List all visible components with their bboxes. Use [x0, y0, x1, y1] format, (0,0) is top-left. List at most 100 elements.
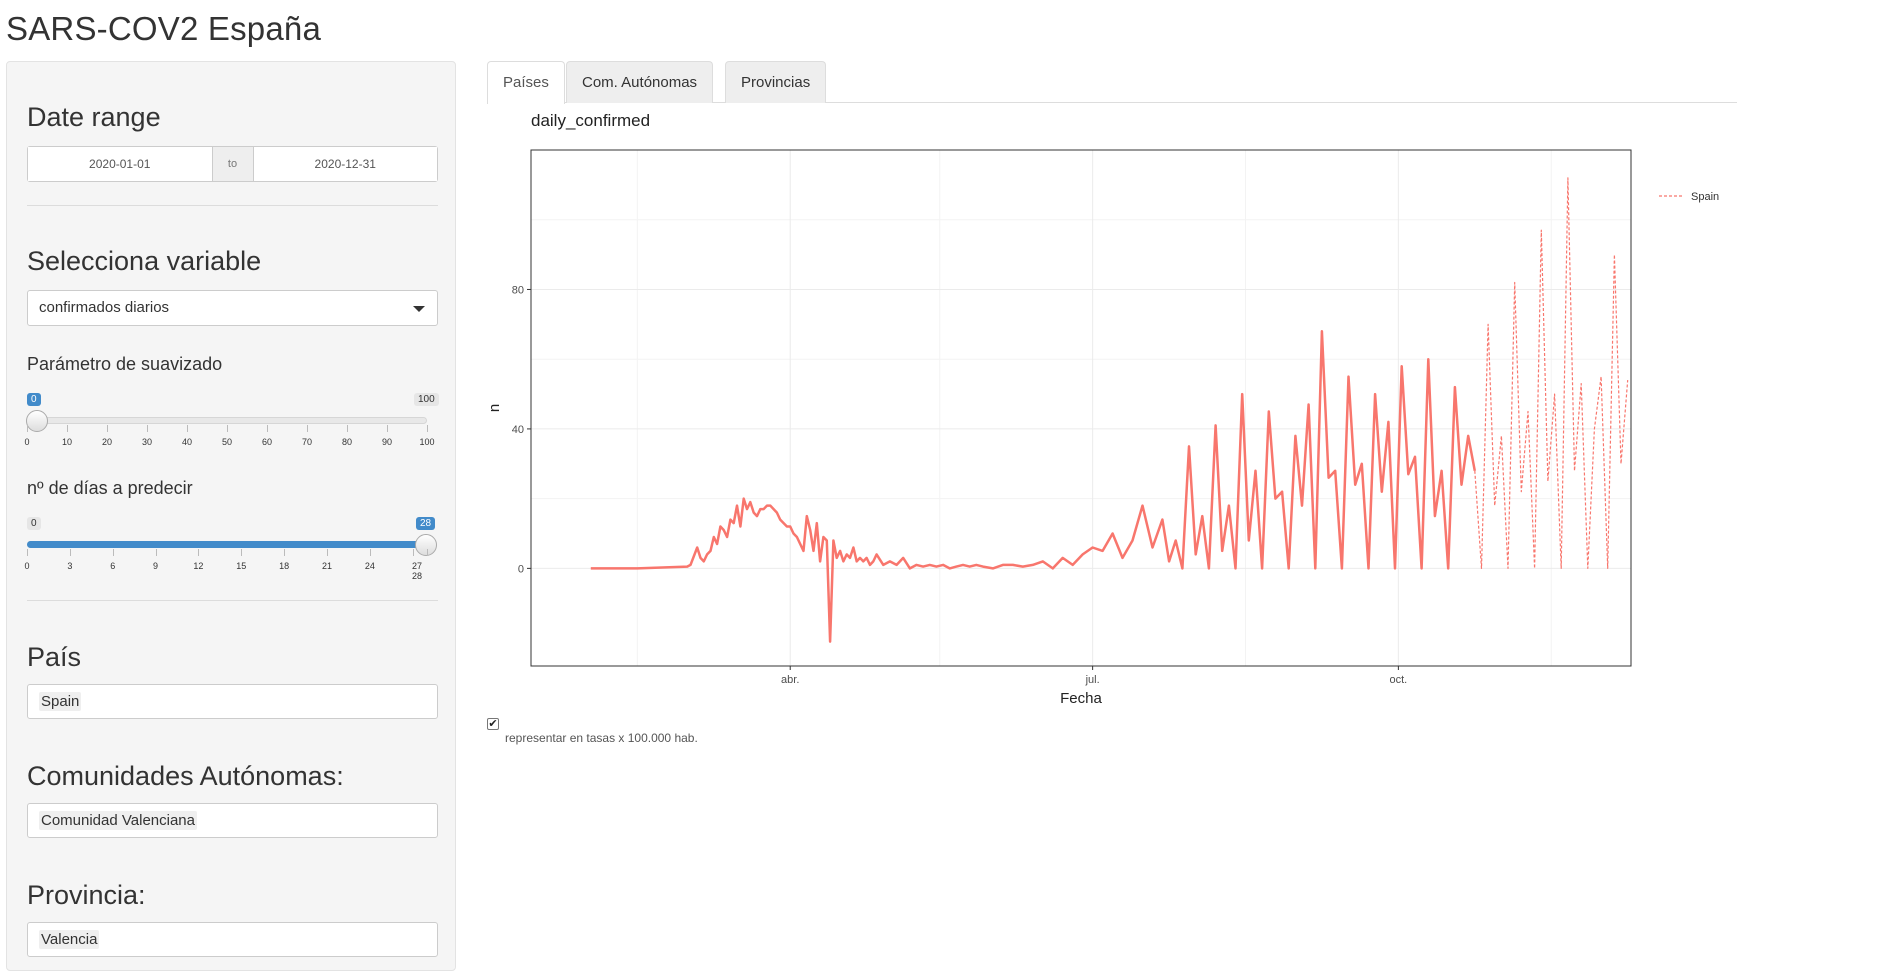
x-tick-label: abr. [781, 674, 799, 686]
x-axis-label: Fecha [1060, 690, 1102, 706]
province-value: Valencia [39, 930, 100, 949]
autonomous-value: Comunidad Valenciana [39, 811, 197, 830]
smoothing-tick [347, 425, 348, 432]
y-tick-label: 80 [512, 284, 524, 296]
variable-select[interactable]: confirmados diarios [27, 290, 438, 326]
predict-days-tick-label: 9 [153, 561, 159, 571]
sidebar-panel: Date range to Selecciona variable confir… [6, 61, 456, 971]
chevron-down-icon [413, 306, 425, 312]
smoothing-max-label: 100 [414, 393, 439, 406]
predict-days-tick-label: 0 [24, 561, 30, 571]
smoothing-tick [387, 425, 388, 432]
x-tick-label: oct. [1390, 674, 1408, 686]
autonomous-select[interactable]: Comunidad Valenciana [27, 803, 438, 838]
smoothing-tick [67, 425, 68, 432]
rates-checkbox[interactable]: ✔ [487, 718, 499, 730]
predict-days-tick [241, 549, 243, 556]
smoothing-tick [27, 425, 28, 432]
country-value: Spain [39, 692, 82, 711]
predict-days-tick-label: 27 28 [412, 561, 423, 581]
tab-paises[interactable]: Países [487, 61, 565, 104]
plot-panel [531, 150, 1631, 666]
predict-days-slider[interactable]: 0 28 0 3 6 9 12 15 18 21 24 27 28 [24, 517, 442, 581]
divider [27, 205, 438, 206]
smoothing-tick-label: 100 [419, 437, 435, 447]
predict-days-tick [427, 549, 428, 556]
predict-days-value-badge: 28 [416, 517, 436, 530]
smoothing-ticks [27, 425, 428, 433]
tab-bar: Países Com. Autónomas Provincias [487, 61, 1737, 104]
x-tick-label: jul. [1085, 674, 1100, 686]
legend-label: Spain [1691, 191, 1719, 203]
predict-days-min-label: 0 [27, 517, 41, 530]
predict-days-tick [112, 549, 114, 556]
predict-days-tick [155, 549, 157, 556]
smoothing-tick [187, 425, 188, 432]
smoothing-tick-label: 40 [181, 437, 193, 447]
y-tick-label: 0 [518, 563, 524, 575]
daily-confirmed-chart: daily_confirmed 0 40 80 abr. jul. oct. Fecha n Sp… [487, 111, 1719, 706]
date-range-end[interactable] [253, 147, 437, 181]
smoothing-tick [227, 425, 228, 432]
province-select[interactable]: Valencia [27, 922, 438, 957]
predict-days-tick-label: 15 [236, 561, 247, 571]
y-axis-label: n [487, 404, 503, 412]
app-title: SARS-COV2 España [6, 10, 322, 47]
smoothing-tick-label: 10 [61, 437, 73, 447]
country-select[interactable]: Spain [27, 684, 438, 719]
date-range-input: to [27, 146, 438, 182]
series-line-forecast [1474, 177, 1629, 569]
smoothing-tick-label: 60 [261, 437, 273, 447]
variable-select-value: confirmados diarios [39, 299, 170, 316]
predict-days-tick-label: 6 [110, 561, 116, 571]
smoothing-tick-label: 30 [141, 437, 153, 447]
tab-provincias[interactable]: Provincias [725, 61, 827, 103]
smoothing-handle[interactable] [26, 410, 48, 432]
series-line-observed [590, 330, 1477, 643]
smoothing-track[interactable] [27, 417, 427, 424]
smoothing-tick [107, 425, 108, 432]
predict-days-fill [27, 541, 427, 548]
smoothing-tick [147, 425, 148, 432]
predict-days-handle[interactable] [415, 534, 437, 556]
predict-days-tick-label: 12 [193, 561, 204, 571]
predict-days-tick [69, 549, 71, 556]
chart-title: daily_confirmed [531, 111, 650, 130]
country-title: País [27, 642, 82, 672]
predict-days-tick-label: 21 [321, 561, 333, 571]
smoothing-tick-label: 90 [381, 437, 393, 447]
predict-days-tick-label: 24 [364, 561, 375, 571]
predict-days-tick [284, 549, 286, 556]
province-title: Provincia: [27, 880, 146, 910]
predict-days-tick [27, 549, 28, 556]
predict-days-label: nº de días a predecir [27, 478, 193, 498]
variable-title: Selecciona variable [27, 246, 262, 276]
smoothing-label: Parámetro de suavizado [27, 354, 223, 374]
smoothing-tick-label: 20 [101, 437, 113, 447]
date-range-start[interactable] [28, 147, 212, 181]
predict-days-tick [369, 549, 371, 556]
plot-border [530, 149, 1632, 667]
rates-label: representar en tasas x 100.000 hab. [505, 731, 698, 745]
autonomous-title: Comunidades Autónomas: [27, 761, 344, 791]
smoothing-tick-label: 0 [24, 437, 30, 447]
predict-days-tick-label: 3 [67, 561, 73, 571]
smoothing-tick [427, 425, 428, 432]
predict-days-tick [412, 549, 414, 556]
smoothing-tick-label: 70 [301, 437, 313, 447]
predict-days-tick-label: 18 [279, 561, 290, 571]
y-tick-label: 40 [512, 424, 524, 436]
tab-com-autonomas[interactable]: Com. Autónomas [566, 61, 714, 103]
smoothing-tick [267, 425, 268, 432]
predict-days-tick [198, 549, 200, 556]
smoothing-tick-label: 80 [341, 437, 353, 447]
date-range-title: Date range [27, 102, 161, 132]
smoothing-tick-label: 50 [221, 437, 233, 447]
date-range-separator: to [211, 147, 254, 181]
smoothing-tick [307, 425, 308, 432]
predict-days-tick [327, 549, 328, 556]
smoothing-slider[interactable]: 0 100 0 10 20 30 40 50 60 70 80 90 100 [24, 393, 442, 453]
predict-days-ticks [27, 549, 428, 557]
smoothing-value-badge: 0 [27, 393, 41, 406]
divider [27, 600, 438, 601]
